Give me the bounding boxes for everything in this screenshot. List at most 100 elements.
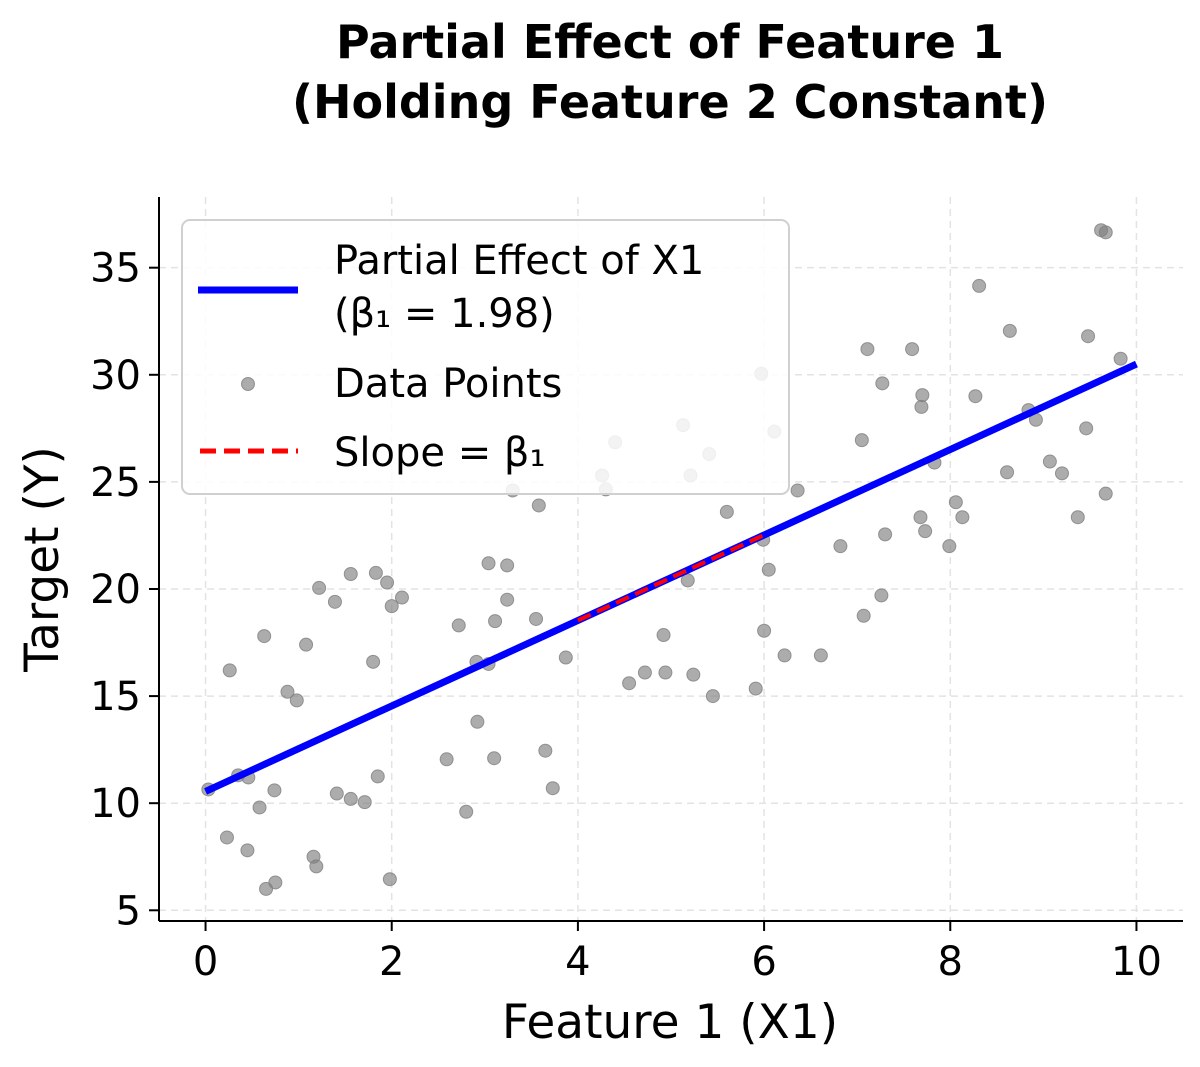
y-tick-label: 15 bbox=[90, 674, 141, 720]
data-point bbox=[289, 693, 304, 708]
data-point bbox=[529, 611, 544, 626]
data-point bbox=[545, 781, 560, 796]
legend: Partial Effect of X1 (β₁ = 1.98) Data Po… bbox=[181, 219, 790, 495]
data-point bbox=[874, 588, 889, 603]
data-point bbox=[470, 714, 485, 729]
data-point bbox=[658, 665, 673, 680]
data-point bbox=[531, 498, 546, 513]
data-point bbox=[394, 590, 409, 605]
x-tick-label: 4 bbox=[565, 939, 590, 985]
data-point bbox=[915, 388, 930, 403]
y-tick-label: 5 bbox=[116, 888, 141, 934]
data-point bbox=[312, 580, 327, 595]
data-point bbox=[252, 800, 267, 815]
data-point bbox=[538, 743, 553, 758]
data-point bbox=[1002, 323, 1017, 338]
fit-lines bbox=[204, 360, 1138, 795]
data-point bbox=[705, 689, 720, 704]
legend-label-data-points: Data Points bbox=[334, 361, 562, 407]
data-point bbox=[382, 872, 397, 887]
data-point bbox=[761, 562, 776, 577]
data-point bbox=[1042, 454, 1057, 469]
data-point bbox=[748, 681, 763, 696]
data-point bbox=[366, 654, 381, 669]
data-point bbox=[948, 495, 963, 510]
data-point bbox=[1098, 225, 1113, 240]
data-point bbox=[913, 510, 928, 525]
legend-label-slope: Slope = β₁ bbox=[334, 430, 545, 476]
data-point bbox=[1054, 466, 1069, 481]
legend-label-partial-effect-2: (β₁ = 1.98) bbox=[334, 291, 555, 337]
data-point bbox=[622, 676, 637, 691]
data-point bbox=[558, 650, 573, 665]
x-tick-label: 2 bbox=[379, 939, 404, 985]
partial-effect-line bbox=[204, 360, 1138, 795]
data-point bbox=[370, 769, 385, 784]
data-point bbox=[500, 592, 515, 607]
legend-box bbox=[181, 219, 790, 495]
data-point bbox=[813, 648, 828, 663]
data-point bbox=[439, 752, 454, 767]
data-point bbox=[459, 804, 474, 819]
data-point bbox=[656, 628, 671, 643]
data-point bbox=[1079, 421, 1094, 436]
data-point bbox=[481, 556, 496, 571]
data-point bbox=[343, 566, 358, 581]
chart-title-line-2: (Holding Feature 2 Constant) bbox=[292, 75, 1048, 129]
data-point bbox=[875, 376, 890, 391]
data-point bbox=[309, 859, 324, 874]
data-point bbox=[1081, 329, 1096, 344]
data-point bbox=[1098, 486, 1113, 501]
data-point bbox=[368, 565, 383, 580]
chart-title-line-1: Partial Effect of Feature 1 bbox=[336, 15, 1004, 69]
y-tick-label: 10 bbox=[90, 781, 141, 827]
data-point bbox=[905, 342, 920, 357]
data-point bbox=[878, 527, 893, 542]
data-point bbox=[972, 278, 987, 293]
data-point bbox=[280, 684, 295, 699]
y-tick-label: 30 bbox=[90, 353, 141, 399]
x-tick-label: 10 bbox=[1111, 939, 1162, 985]
data-point bbox=[942, 539, 957, 554]
data-point bbox=[918, 524, 933, 539]
y-tick-label: 20 bbox=[90, 567, 141, 613]
data-point bbox=[240, 843, 255, 858]
axes: 0 2 4 6 8 10 5 10 15 20 25 30 35 bbox=[90, 197, 1183, 985]
x-tick-label: 6 bbox=[751, 939, 776, 985]
data-point bbox=[1000, 465, 1015, 480]
data-point bbox=[267, 783, 282, 798]
data-point bbox=[856, 608, 871, 623]
data-point bbox=[500, 558, 515, 573]
data-point bbox=[357, 795, 372, 810]
x-axis-label: Feature 1 (X1) bbox=[502, 995, 838, 1050]
x-tick-label: 8 bbox=[938, 939, 963, 985]
data-point bbox=[719, 504, 734, 519]
data-point bbox=[968, 389, 983, 404]
y-axis-label: Target (Y) bbox=[15, 446, 70, 673]
data-point bbox=[860, 342, 875, 357]
data-point bbox=[488, 614, 503, 629]
data-point bbox=[637, 665, 652, 680]
data-point bbox=[1070, 510, 1085, 525]
data-point bbox=[451, 618, 466, 633]
y-tick-label: 35 bbox=[90, 246, 141, 292]
data-point bbox=[327, 594, 342, 609]
data-point bbox=[380, 575, 395, 590]
data-point bbox=[914, 399, 929, 414]
y-tick-label: 25 bbox=[90, 460, 141, 506]
data-point bbox=[222, 663, 237, 678]
data-point bbox=[757, 623, 772, 638]
data-point bbox=[219, 830, 234, 845]
slope-segment bbox=[577, 533, 765, 623]
data-point bbox=[343, 791, 358, 806]
data-point bbox=[790, 483, 805, 498]
data-point bbox=[329, 786, 344, 801]
data-point bbox=[686, 667, 701, 682]
x-tick-label: 0 bbox=[193, 939, 218, 985]
legend-label-partial-effect-1: Partial Effect of X1 bbox=[334, 238, 704, 284]
data-point bbox=[268, 875, 283, 890]
data-point bbox=[1113, 351, 1128, 366]
data-point bbox=[955, 510, 970, 525]
data-point bbox=[299, 637, 314, 652]
